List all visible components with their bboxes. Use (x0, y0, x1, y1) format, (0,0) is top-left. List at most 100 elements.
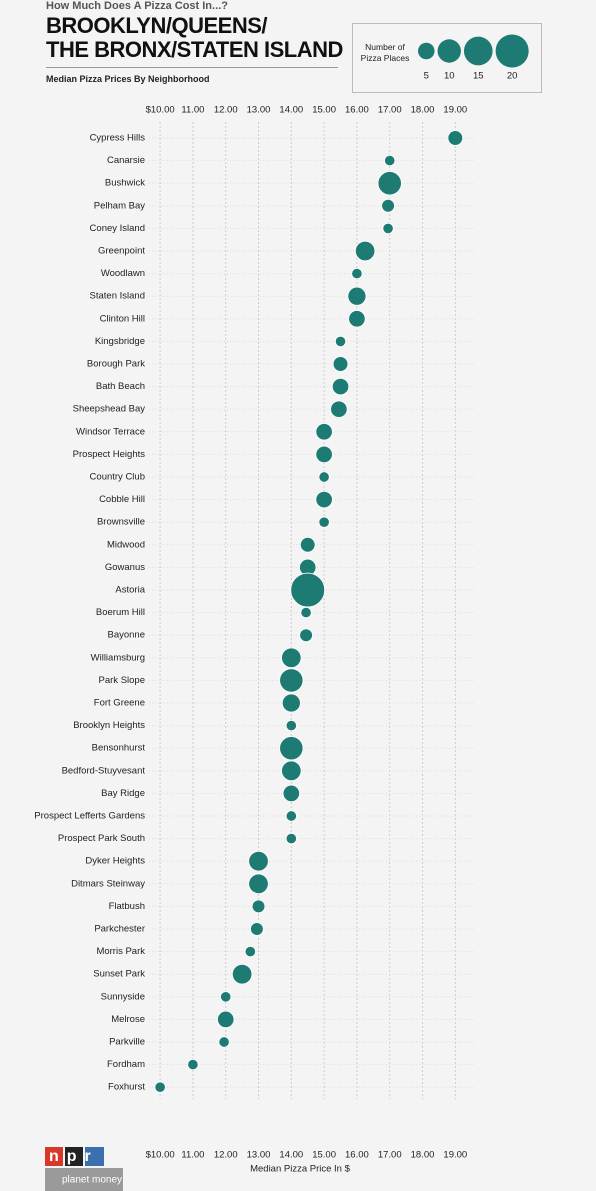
row-label: Boerum Hill (96, 607, 145, 618)
dot (248, 873, 269, 894)
dot (347, 286, 367, 306)
x-tick-label: 11.00 (181, 105, 204, 116)
title: BROOKLYN/QUEENS/ THE BRONX/STATEN ISLAND (46, 13, 343, 62)
dot (290, 572, 326, 608)
row-label: Bayonne (107, 630, 145, 641)
row-label: Country Club (90, 472, 145, 483)
dot (281, 693, 301, 713)
dot (279, 736, 304, 761)
dot (285, 810, 297, 822)
dot (220, 991, 232, 1003)
dot (281, 647, 302, 668)
dot (250, 922, 264, 936)
x-tick-label: 18.00 (411, 105, 435, 116)
legend-size-label: 20 (507, 71, 518, 82)
legend-size (437, 39, 461, 63)
x-tick-label: 19.00 (443, 1150, 467, 1161)
x-tick-label: 16.00 (345, 105, 369, 116)
x-tick-label: 17.00 (378, 105, 402, 116)
row-label: Melrose (111, 1014, 145, 1025)
x-tick-label: 15.00 (312, 105, 336, 116)
row-label: Borough Park (87, 359, 145, 370)
dot (299, 628, 313, 643)
legend-size (418, 42, 435, 60)
row-label: Bath Beach (96, 381, 145, 392)
dot (187, 1058, 199, 1071)
dot (285, 832, 297, 845)
dot (330, 400, 348, 418)
row-label: Greenpoint (98, 246, 145, 257)
kicker: How Much Does A Pizza Cost In...? (46, 0, 228, 12)
row-label: Windsor Terrace (76, 426, 145, 437)
subtitle: Median Pizza Prices By Neighborhood (46, 74, 210, 84)
row-label: Cypress Hills (90, 133, 146, 144)
dot (244, 945, 256, 958)
dot (315, 490, 333, 509)
dot (331, 377, 350, 396)
dot (318, 516, 330, 528)
logo-block (85, 1147, 104, 1166)
dot (154, 1081, 166, 1093)
legend-box (352, 23, 542, 93)
legend-size-label: 15 (473, 71, 484, 82)
dot (279, 668, 304, 693)
row-label: Sheepshead Bay (73, 404, 146, 415)
x-tick-label: 13.00 (247, 1150, 271, 1161)
row-label: Prospect Heights (73, 449, 146, 460)
dot (218, 1036, 230, 1048)
row-label: Foxhurst (108, 1082, 145, 1093)
legend-size-label: 10 (444, 71, 455, 82)
dot (332, 356, 349, 372)
divider (46, 67, 338, 68)
dot (315, 423, 333, 441)
row-label: Parkville (109, 1037, 145, 1048)
dot (251, 899, 266, 914)
dot (334, 335, 347, 348)
dot (348, 310, 366, 328)
row-label: Brooklyn Heights (73, 720, 145, 731)
row-label: Prospect Park South (58, 833, 145, 844)
dot (447, 130, 464, 146)
row-label: Gowanus (105, 562, 145, 573)
x-tick-label: 18.00 (411, 1150, 435, 1161)
row-label: Brownsville (97, 517, 145, 528)
dot (282, 784, 300, 803)
dot (382, 222, 394, 235)
row-label: Astoria (115, 585, 145, 596)
dot (217, 1010, 235, 1029)
row-label: Park Slope (99, 675, 145, 686)
dot (351, 267, 363, 280)
row-label: Fort Greene (94, 698, 145, 709)
row-label: Sunnyside (101, 991, 145, 1002)
row-label: Williamsburg (91, 652, 145, 663)
row-label: Parkchester (94, 924, 145, 935)
dot (318, 471, 330, 483)
dot (231, 964, 253, 985)
logo-block (45, 1147, 63, 1166)
row-label: Cobble Hill (99, 494, 145, 505)
dot (300, 606, 312, 619)
dot (354, 240, 376, 262)
row-label: Woodlawn (101, 268, 145, 279)
row-label: Flatbush (109, 901, 145, 912)
row-label: Bushwick (105, 178, 145, 189)
legend-size-label: 5 (424, 71, 429, 82)
x-tick-label: 15.00 (312, 1150, 336, 1161)
dot (377, 171, 402, 196)
legend-size (495, 34, 529, 68)
row-label: Clinton Hill (100, 313, 145, 324)
row-label: Prospect Lefferts Gardens (34, 811, 145, 822)
row-label: Pelham Bay (94, 200, 145, 211)
row-label: Midwood (107, 539, 145, 550)
dot (315, 445, 333, 464)
logo-block (45, 1168, 123, 1191)
row-label: Kingsbridge (95, 336, 145, 347)
x-tick-label: 12.00 (214, 1150, 238, 1161)
x-tick-label: 14.00 (279, 105, 303, 116)
legend-title: Number of Pizza Places (360, 42, 410, 63)
row-label: Staten Island (90, 291, 145, 302)
row-label: Morris Park (96, 946, 145, 957)
planet-money-logo: planet money (62, 1175, 122, 1186)
dot (384, 154, 396, 167)
